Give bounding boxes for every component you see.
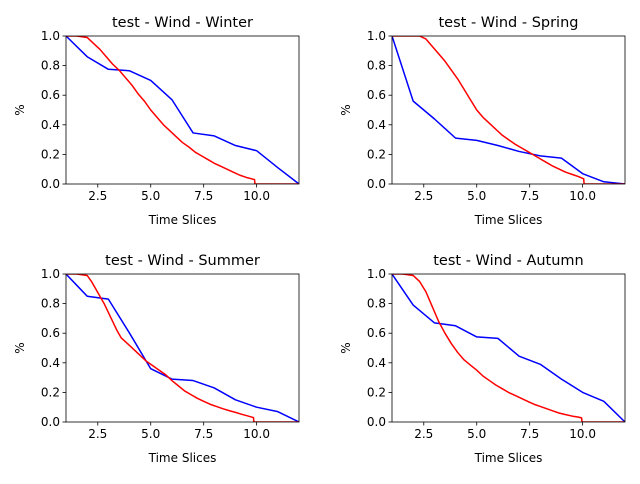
y-tick-label: 0.6 bbox=[41, 88, 60, 102]
subplot-1: 2.5 5.0 7.5 10.0 0.0 0.2 0.4 0.6 0.8 1.0 test - Wi… bbox=[13, 15, 300, 227]
y-tick-label: 0.2 bbox=[41, 147, 60, 161]
x-tick-label: 7.5 bbox=[520, 189, 539, 203]
y-tick-label: 0.4 bbox=[41, 118, 60, 132]
series-line-1 bbox=[66, 36, 299, 184]
subplot-title: test - Wind - Autumn bbox=[433, 253, 584, 269]
x-tick-label: 10.0 bbox=[569, 189, 596, 203]
y-tick-label: 1.0 bbox=[41, 29, 60, 43]
x-axis-label: Time Slices bbox=[474, 451, 543, 465]
x-tick-label: 10.0 bbox=[243, 427, 270, 441]
series-group bbox=[392, 274, 625, 422]
y-tick-label: 0.2 bbox=[367, 385, 386, 399]
subplot-4: 2.5 5.0 7.5 10.0 0.0 0.2 0.4 0.6 0.8 1.0 test - Wi… bbox=[339, 253, 626, 465]
y-tick-label: 0.8 bbox=[41, 297, 60, 311]
x-tick-label: 7.5 bbox=[194, 427, 213, 441]
series-line-2 bbox=[66, 36, 299, 184]
subplot-3: 2.5 5.0 7.5 10.0 0.0 0.2 0.4 0.6 0.8 1.0 test - Wi… bbox=[13, 253, 300, 465]
x-tick-label: 2.5 bbox=[414, 189, 433, 203]
axes-frame bbox=[391, 35, 626, 185]
y-axis-label: % bbox=[339, 104, 353, 115]
series-line-1 bbox=[66, 274, 299, 422]
x-tick-label: 2.5 bbox=[88, 427, 107, 441]
subplot-title: test - Wind - Summer bbox=[105, 253, 260, 269]
subplot-2: 2.5 5.0 7.5 10.0 0.0 0.2 0.4 0.6 0.8 1.0 test - Wi… bbox=[339, 15, 626, 227]
y-tick-label: 0.2 bbox=[367, 147, 386, 161]
x-tick-label: 5.0 bbox=[141, 427, 160, 441]
y-tick-label: 0.8 bbox=[41, 59, 60, 73]
y-tick-label: 1.0 bbox=[367, 267, 386, 281]
series-group bbox=[392, 36, 625, 184]
y-tick-label: 0.4 bbox=[367, 118, 386, 132]
axes-frame bbox=[391, 273, 626, 423]
y-axis-label: % bbox=[339, 342, 353, 353]
x-axis-label: Time Slices bbox=[474, 213, 543, 227]
x-axis-label: Time Slices bbox=[148, 451, 217, 465]
axes-frame bbox=[65, 273, 300, 423]
x-tick-label: 10.0 bbox=[569, 427, 596, 441]
y-tick-label: 0.4 bbox=[367, 356, 386, 370]
series-line-1 bbox=[392, 36, 625, 184]
x-tick-label: 7.5 bbox=[520, 427, 539, 441]
x-tick-label: 10.0 bbox=[243, 189, 270, 203]
y-tick-label: 1.0 bbox=[41, 267, 60, 281]
x-tick-label: 7.5 bbox=[194, 189, 213, 203]
series-line-2 bbox=[66, 274, 299, 422]
y-tick-label: 0.2 bbox=[41, 385, 60, 399]
y-tick-label: 0.6 bbox=[367, 326, 386, 340]
subplot-title: test - Wind - Winter bbox=[112, 15, 253, 31]
series-group bbox=[66, 36, 299, 184]
y-tick-label: 0.0 bbox=[41, 415, 60, 429]
y-tick-label: 0.6 bbox=[367, 88, 386, 102]
subplot-title: test - Wind - Spring bbox=[439, 15, 579, 31]
x-tick-label: 2.5 bbox=[88, 189, 107, 203]
x-tick-label: 5.0 bbox=[467, 189, 486, 203]
y-tick-label: 0.8 bbox=[367, 297, 386, 311]
x-axis-label: Time Slices bbox=[148, 213, 217, 227]
y-axis-label: % bbox=[13, 104, 27, 115]
series-line-1 bbox=[392, 274, 625, 422]
y-tick-label: 0.4 bbox=[41, 356, 60, 370]
x-tick-label: 5.0 bbox=[141, 189, 160, 203]
series-group bbox=[66, 274, 299, 422]
y-tick-label: 0.6 bbox=[41, 326, 60, 340]
series-line-2 bbox=[392, 36, 625, 184]
x-tick-label: 5.0 bbox=[467, 427, 486, 441]
y-tick-label: 0.0 bbox=[41, 177, 60, 191]
series-line-2 bbox=[392, 274, 625, 422]
y-tick-label: 1.0 bbox=[367, 29, 386, 43]
y-tick-label: 0.0 bbox=[367, 415, 386, 429]
y-tick-label: 0.8 bbox=[367, 59, 386, 73]
x-tick-label: 2.5 bbox=[414, 427, 433, 441]
y-axis-label: % bbox=[13, 342, 27, 353]
y-tick-label: 0.0 bbox=[367, 177, 386, 191]
axes-frame bbox=[65, 35, 300, 185]
